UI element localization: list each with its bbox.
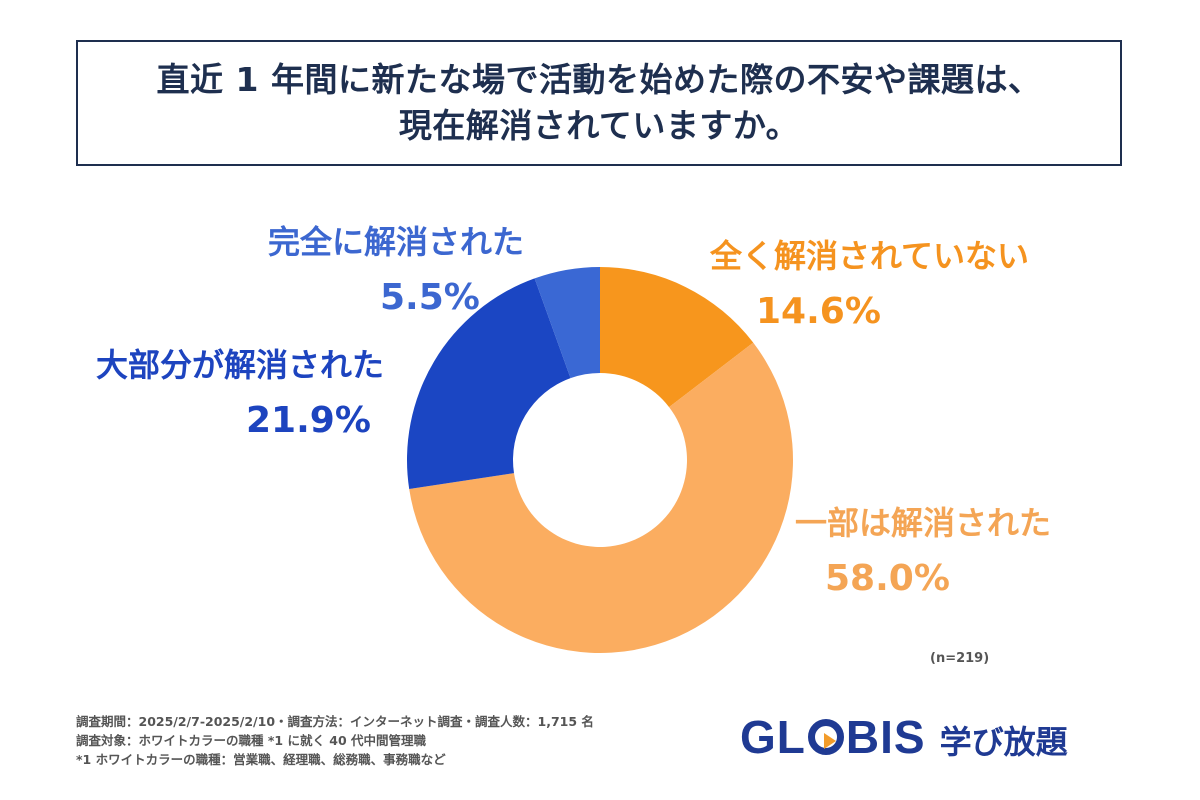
slice-name-partially-resolved: 一部は解消された xyxy=(795,504,1052,542)
slice-value-mostly-resolved: 21.9% xyxy=(246,400,371,441)
survey-notes: 調査期間：2025/2/7-2025/2/10・調査方法：インターネット調査・調… xyxy=(76,712,594,769)
title-box: 直近 1 年間に新たな場で活動を始めた際の不安や課題は、 現在解消されていますか… xyxy=(76,40,1122,166)
globis-logo: GL BIS 学び放題 xyxy=(740,710,1068,764)
slice-label-mostly-resolved: 大部分が解消された 21.9% xyxy=(96,345,384,443)
donut-slice-fully-resolved xyxy=(534,267,600,379)
title-line-1: 直近 1 年間に新たな場で活動を始めた際の不安や課題は、 xyxy=(156,60,1042,99)
slice-value-not-resolved: 14.6% xyxy=(756,291,881,332)
donut-slice-not-resolved xyxy=(600,267,754,408)
sample-size: (n=219) xyxy=(930,651,990,666)
slice-name-not-resolved: 全く解消されていない xyxy=(710,237,1030,275)
slice-name-mostly-resolved: 大部分が解消された xyxy=(96,346,385,384)
donut-slice-mostly-resolved xyxy=(407,278,571,489)
logo-text-left: GL xyxy=(740,711,806,763)
note-line-2: 調査対象：ホワイトカラーの職種 *1 に就く 40 代中間管理職 xyxy=(76,733,427,748)
logo-play-icon xyxy=(807,719,844,755)
logo-wordmark: GL BIS xyxy=(740,710,926,764)
logo-text-right: BIS xyxy=(845,711,926,763)
slice-label-not-resolved: 全く解消されていない 14.6% xyxy=(710,236,1029,334)
note-line-1: 調査期間：2025/2/7-2025/2/10・調査方法：インターネット調査・調… xyxy=(76,714,594,729)
logo-service-name: 学び放題 xyxy=(939,723,1068,761)
note-line-3: *1 ホワイトカラーの職種：営業職、経理職、総務職、事務職など xyxy=(76,752,446,767)
slice-name-fully-resolved: 完全に解消された xyxy=(268,223,525,261)
donut-slice-partially-resolved xyxy=(409,342,793,654)
title-line-2: 現在解消されていますか。 xyxy=(398,106,800,145)
slice-value-partially-resolved: 58.0% xyxy=(825,558,950,599)
slice-label-fully-resolved: 完全に解消された 5.5% xyxy=(268,222,524,320)
slice-label-partially-resolved: 一部は解消された 58.0% xyxy=(795,503,1051,601)
slice-value-fully-resolved: 5.5% xyxy=(380,277,480,318)
